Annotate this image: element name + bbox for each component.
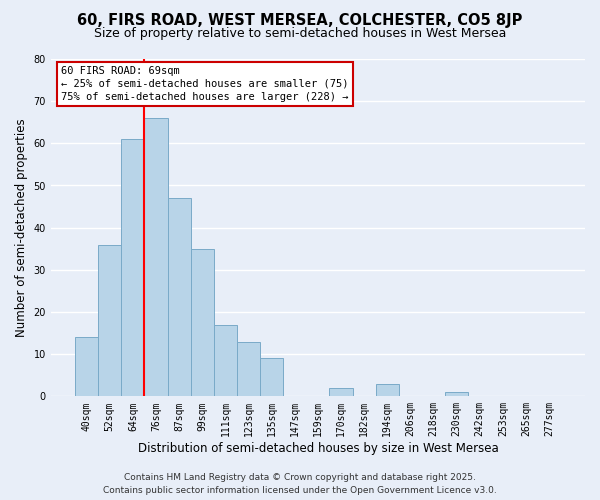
Text: Contains HM Land Registry data © Crown copyright and database right 2025.
Contai: Contains HM Land Registry data © Crown c… (103, 474, 497, 495)
Text: 60, FIRS ROAD, WEST MERSEA, COLCHESTER, CO5 8JP: 60, FIRS ROAD, WEST MERSEA, COLCHESTER, … (77, 12, 523, 28)
Bar (376, 384, 399, 396)
Bar (98, 244, 121, 396)
Bar (445, 392, 468, 396)
Bar (75, 338, 98, 396)
X-axis label: Distribution of semi-detached houses by size in West Mersea: Distribution of semi-detached houses by … (137, 442, 498, 455)
Bar (145, 118, 167, 396)
Text: 60 FIRS ROAD: 69sqm
← 25% of semi-detached houses are smaller (75)
75% of semi-d: 60 FIRS ROAD: 69sqm ← 25% of semi-detach… (61, 66, 349, 102)
Bar (260, 358, 283, 397)
Bar (191, 248, 214, 396)
Bar (237, 342, 260, 396)
Text: Size of property relative to semi-detached houses in West Mersea: Size of property relative to semi-detach… (94, 28, 506, 40)
Y-axis label: Number of semi-detached properties: Number of semi-detached properties (15, 118, 28, 337)
Bar (329, 388, 353, 396)
Bar (214, 324, 237, 396)
Bar (121, 139, 145, 396)
Bar (167, 198, 191, 396)
